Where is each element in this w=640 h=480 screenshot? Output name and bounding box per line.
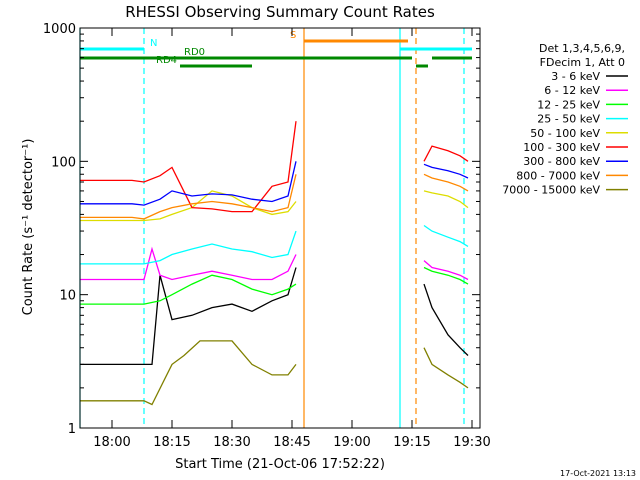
legend-label-0: 3 - 6 keV: [551, 70, 600, 83]
y-axis-label: Count Rate (s⁻¹ detector⁻¹): [21, 139, 36, 316]
x-axis: 18:00 18:15 18:30 18:45 19:00 19:15 19:30: [93, 28, 491, 450]
x-tick-label-5: 19:15: [393, 435, 430, 450]
series-line-4: [80, 190, 469, 222]
x-tick-label-3: 18:45: [273, 435, 310, 450]
series-line-0: [80, 267, 469, 366]
legend: Det 1,3,4,5,6,9,FDecim 1, Att 03 - 6 keV…: [502, 42, 628, 197]
state-bar-label-0: N: [150, 38, 157, 49]
legend-label-1: 6 - 12 keV: [544, 84, 600, 97]
plot-area: N S RD0 RD4: [79, 27, 481, 429]
legend-label-7: 800 - 7000 keV: [516, 169, 600, 182]
chart-title: RHESSI Observing Summary Count Rates: [125, 3, 435, 21]
series-line-2: [80, 266, 469, 305]
state-bar-label-6: RD4: [156, 55, 177, 66]
series-line-5: [80, 121, 469, 213]
legend-label-6: 300 - 800 keV: [523, 155, 600, 168]
x-tick-label-2: 18:30: [213, 435, 250, 450]
series-line-7: [80, 173, 469, 220]
series-line-6: [80, 161, 469, 206]
series-line-1: [80, 246, 469, 281]
legend-label-3: 25 - 50 keV: [537, 113, 600, 126]
legend-header-1: FDecim 1, Att 0: [540, 56, 625, 69]
y-tick-label-2: 100: [51, 155, 76, 170]
series-line-3: [80, 224, 469, 265]
y-tick-label-0: 1: [68, 422, 76, 437]
plot-frame: [79, 27, 481, 429]
y-tick-label-1: 10: [59, 289, 76, 304]
x-tick-label-6: 19:30: [453, 435, 490, 450]
legend-label-2: 12 - 25 keV: [537, 98, 600, 111]
legend-label-5: 100 - 300 keV: [523, 141, 600, 154]
x-tick-label-4: 19:00: [333, 435, 370, 450]
legend-header-0: Det 1,3,4,5,6,9,: [539, 42, 625, 55]
x-tick-label-0: 18:00: [93, 435, 130, 450]
footer-date: 17-Oct-2021 13:13: [560, 469, 636, 478]
state-bar-label-3: RD0: [184, 47, 205, 58]
y-axis: 1 10 100 1000: [43, 22, 480, 437]
series-line-8: [80, 340, 469, 406]
state-bar-label-2: S: [290, 30, 296, 41]
x-tick-label-1: 18:15: [153, 435, 190, 450]
x-axis-label: Start Time (21-Oct-06 17:52:22): [175, 457, 385, 472]
y-tick-label-3: 1000: [43, 22, 76, 37]
legend-label-8: 7000 - 15000 keV: [502, 184, 600, 197]
legend-label-4: 50 - 100 keV: [530, 127, 600, 140]
